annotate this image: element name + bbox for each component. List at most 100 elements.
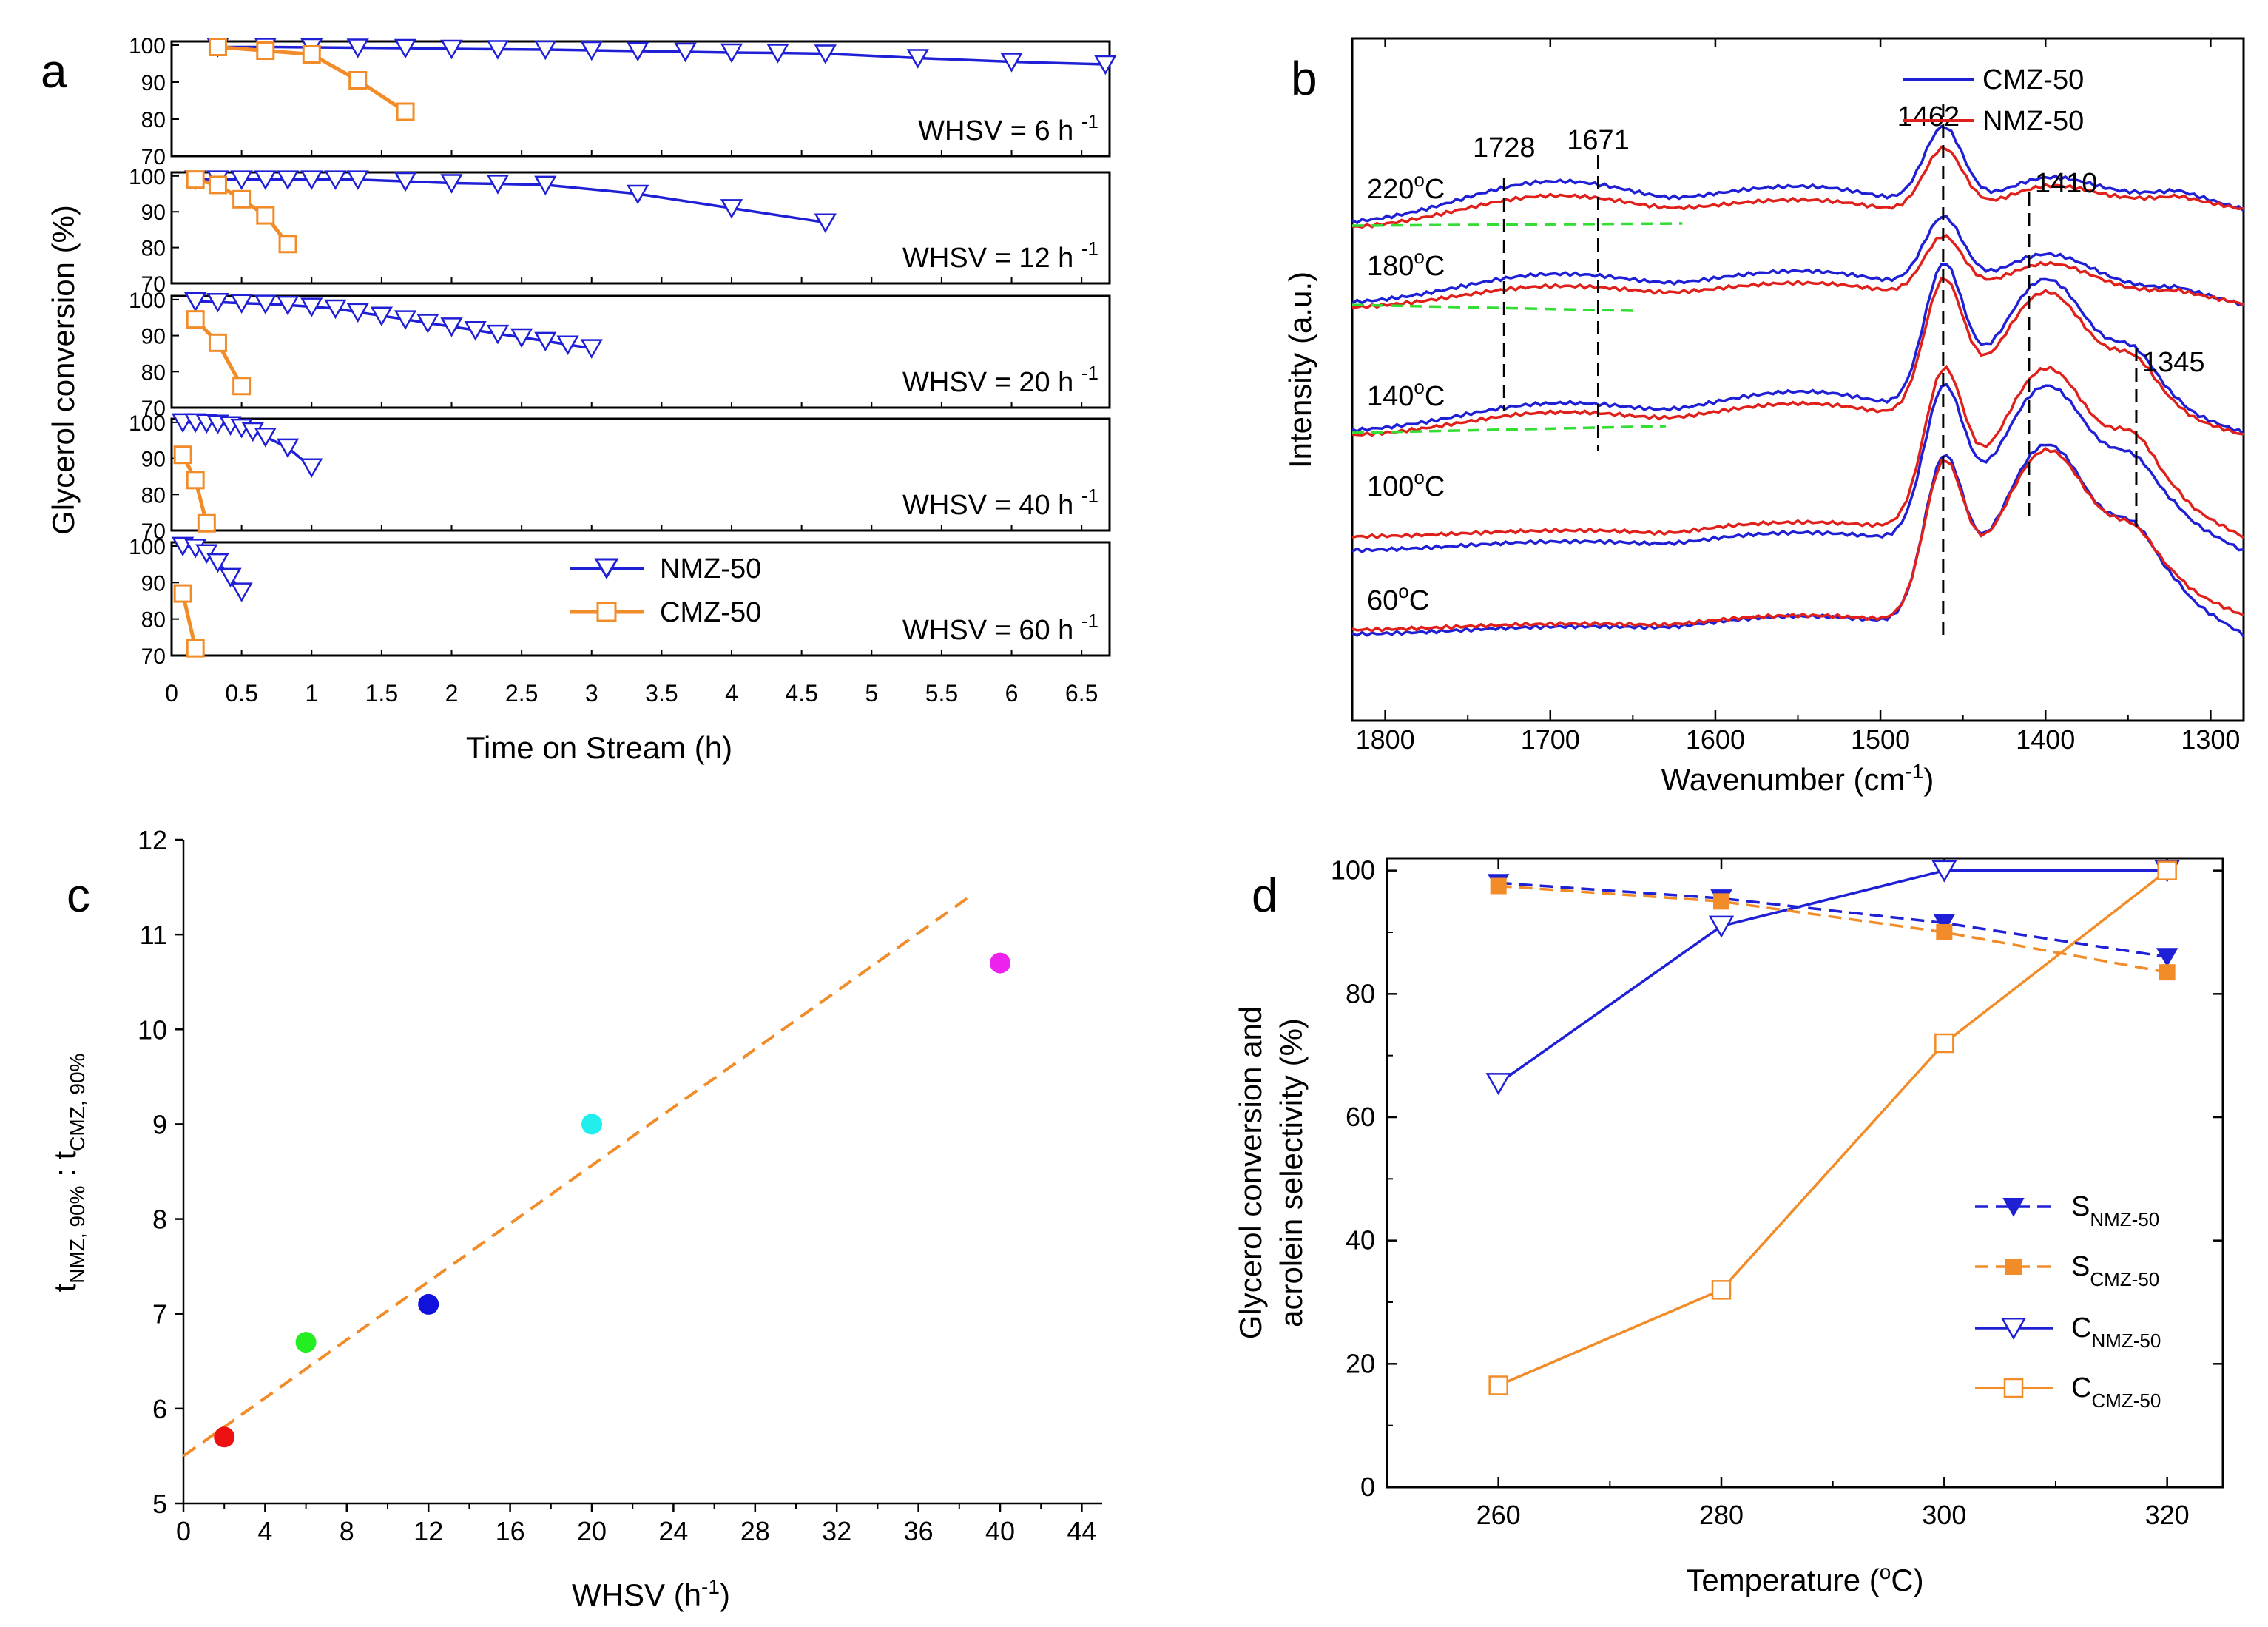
subplot-ytick-label-4: 70 (141, 644, 166, 669)
nmz-point (556, 335, 579, 355)
cmz-line-2 (194, 317, 243, 388)
panel-d-ylabel-line2: acrolein selectivity (%) (1274, 1018, 1309, 1327)
panel-c-ytick-label: 12 (138, 825, 167, 855)
legend-label-C-CMZ-50: CCMZ-50 (2071, 1372, 2161, 1412)
nmz-point (416, 314, 439, 334)
scatter-point-1 (295, 1332, 317, 1353)
subplot-frame-0 (170, 40, 1111, 158)
cmz-point (173, 445, 192, 465)
panel-d-frame (1386, 857, 2224, 1489)
nmz-spectrum-100 (1351, 364, 2244, 539)
nmz-point (300, 297, 323, 317)
panel-a-xtick-label: 0.5 (225, 680, 257, 707)
temperature-label-100: 100oC (1367, 466, 1445, 502)
nmz-spectrum-220 (1351, 145, 2244, 229)
whsv-label-1: WHSV = 12 h -1 (902, 238, 1098, 274)
subplot-frame-4 (170, 541, 1111, 657)
panel-c-xtick-label: 40 (985, 1516, 1015, 1546)
cmz-point (348, 71, 368, 90)
panel-a-xtick-label: 5.5 (925, 680, 958, 707)
panel-c-xtick-label: 8 (340, 1516, 354, 1546)
cmz-point (208, 38, 227, 56)
nmz-point (814, 213, 837, 233)
panel-a-xtick-label: 4 (725, 680, 738, 707)
nmz-point (486, 324, 510, 345)
whsv-label-4: WHSV = 60 h -1 (902, 610, 1098, 646)
scatter-point-2 (418, 1293, 439, 1315)
baseline-dashed-2 (1351, 425, 1667, 434)
panel-c-xtick-label: 12 (414, 1516, 443, 1546)
panel-c-xtick-label: 24 (658, 1516, 688, 1546)
subplot-ytick-label-3: 90 (141, 448, 166, 472)
panel-a-xtick-label: 3 (585, 680, 598, 707)
panel-b-xtick-label: 1300 (2181, 724, 2240, 755)
nmz-point (720, 43, 743, 64)
nmz-point (534, 175, 557, 196)
subplot-ytick-label-3: 100 (129, 411, 166, 436)
nmz-point (720, 199, 743, 219)
panel-d-ytick-label: 80 (1346, 978, 1375, 1008)
nmz-spectrum-180 (1351, 234, 2244, 309)
legend-label-nmz: NMZ-50 (660, 553, 761, 585)
nmz-point (276, 295, 300, 316)
nmz-point (394, 38, 417, 59)
subplot-ytick-label-1: 100 (129, 165, 166, 189)
legend-marker-C-CMZ-50 (2003, 1378, 2024, 1398)
cmz-spectrum-140 (1351, 263, 2245, 436)
whsv-label-2: WHSV = 20 h -1 (902, 362, 1098, 398)
panel-b-xtick-label: 1700 (1521, 724, 1580, 755)
nmz-point (766, 44, 789, 64)
panel-c-ytick-label: 5 (152, 1489, 167, 1519)
panel-c-ylabel: tNMZ, 90% : tCMZ, 90% (47, 1054, 89, 1293)
nmz-point (370, 306, 394, 327)
nmz-point (464, 320, 487, 341)
nmz-point (1094, 55, 1117, 75)
series-point-C-CMZ-50 (1934, 1033, 1954, 1054)
nmz-point (674, 42, 697, 63)
panel-c-xtick-label: 0 (176, 1516, 191, 1546)
panel-b-xtick-label: 1500 (1851, 724, 1910, 755)
temperature-label-60: 60oC (1367, 580, 1429, 616)
panel-b-chart: 220oC 180oC 140oC 100oC 60oC 1728 1671 1462 1410… (1283, 37, 2245, 797)
series-point-C-CMZ-50 (1488, 1375, 1508, 1395)
subplot-ytick-label-3: 70 (141, 519, 166, 544)
nmz-point (276, 438, 300, 459)
baseline-dashed-1 (1351, 303, 1633, 312)
nmz-point (440, 39, 463, 60)
series-point-C-NMZ-50 (1931, 860, 1957, 883)
subplot-ytick-label-0: 100 (129, 34, 166, 58)
subplot-ytick-label-4: 90 (141, 571, 166, 596)
subplot-ytick-label-1: 70 (141, 272, 166, 297)
legend-marker-S-CMZ-50 (2005, 1259, 2022, 1275)
nmz-point (300, 458, 323, 478)
subplot-ytick-label-2: 70 (141, 397, 166, 421)
legend-marker-nmz (594, 558, 619, 579)
nmz-point (486, 175, 510, 195)
cmz-point (232, 189, 252, 209)
panel-a-xtick-label: 6.5 (1065, 680, 1098, 707)
panel-a-chart: 70 80 90 100 WHSV = 6 h -1 70 80 90 100 WHSV = 12… (46, 34, 1117, 765)
panel-a-xtick-label: 0 (165, 680, 178, 707)
panel-a-xtick-label: 2.5 (505, 680, 538, 707)
series-point-C-CMZ-50 (1711, 1280, 1732, 1300)
panel-b-legend: CMZ-50 NMZ-50 (1903, 64, 2084, 137)
nmz-point (580, 339, 603, 359)
nmz-point (534, 331, 557, 352)
series-point-S-CMZ-50 (1713, 893, 1729, 910)
nmz-line-2 (195, 300, 593, 350)
panel-a-xtick-label: 1 (305, 680, 318, 707)
temperature-label-180: 180oC (1367, 246, 1445, 282)
subplot-ytick-label-2: 100 (129, 289, 166, 313)
cmz-point (278, 235, 297, 254)
nmz-point (230, 170, 253, 190)
temperature-label-220: 220oC (1367, 169, 1445, 205)
cmz-point (256, 41, 275, 60)
nmz-point (394, 172, 417, 192)
cmz-point (197, 513, 216, 533)
peak-label-1728: 1728 (1473, 132, 1536, 164)
series-point-S-CMZ-50 (1936, 924, 1953, 940)
panel-b-ylabel: Intensity (a.u.) (1283, 272, 1317, 468)
cmz-point (208, 175, 227, 195)
baseline-dashed-0 (1351, 222, 1683, 227)
panel-a-xtick-label: 3.5 (645, 680, 678, 707)
